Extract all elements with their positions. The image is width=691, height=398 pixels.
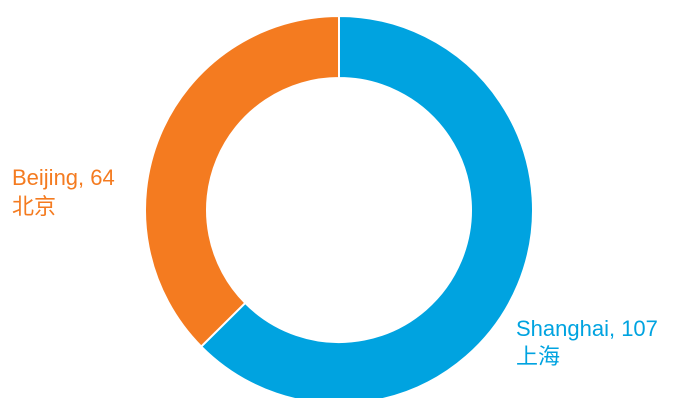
slice-sublabel-shanghai: 上海 bbox=[516, 344, 560, 369]
slice-label-shanghai: Shanghai, 107 bbox=[516, 316, 658, 341]
donut-slices bbox=[144, 14, 534, 398]
slice-label-beijing: Beijing, 64 bbox=[12, 165, 115, 190]
slice-sublabel-beijing: 北京 bbox=[12, 194, 56, 219]
donut-slice-beijing bbox=[144, 14, 340, 348]
donut-slice-shanghai bbox=[199, 14, 534, 398]
